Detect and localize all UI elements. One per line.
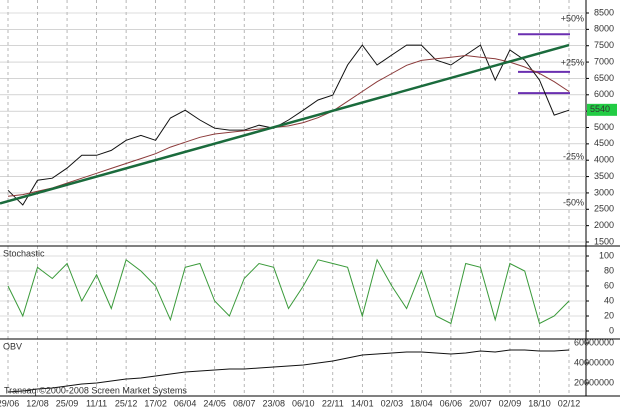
annotation: +50% [561,14,584,24]
x-tick-label: 02/09 [499,398,522,408]
y-tick-label: 7000 [594,56,614,66]
y-tick-label: 6500 [594,73,614,83]
y-tick-label: 7500 [594,40,614,50]
panel-title: OBV [3,341,22,351]
last-price-label: 5540 [590,104,610,114]
y-tick-label: 5000 [594,122,614,132]
y-tick-label: 2500 [594,204,614,214]
x-tick-label: 18/10 [528,398,551,408]
y-tick-label: 8000 [594,24,614,34]
x-tick-label: 18/04 [410,398,433,408]
x-tick-label: 25/12 [115,398,138,408]
series-line [7,54,570,197]
x-tick-label: 20/07 [469,398,492,408]
annotation: +25% [561,57,584,67]
x-tick-label: 29/06 [0,398,19,408]
y-tick-label: 1500 [594,236,614,246]
x-tick-label: 02/03 [381,398,404,408]
x-tick-label: 24/05 [203,398,226,408]
x-tick-label: 08/07 [233,398,256,408]
y-tick-label: 100 [599,250,614,260]
x-tick-label: 25/09 [56,398,79,408]
trend-line [0,43,570,205]
x-tick-label: 02/12 [558,398,581,408]
y-tick-label: 3500 [594,171,614,181]
x-tick-label: 06/06 [440,398,463,408]
x-tick-label: 12/08 [26,398,49,408]
y-tick-label: 40000000 [574,357,614,367]
series-line [7,44,570,206]
x-tick-label: 11/11 [86,398,107,408]
x-tick-label: 22/11 [322,398,344,408]
y-tick-label: 4000 [594,155,614,165]
y-tick-label: 20000000 [574,377,614,387]
series-line [7,258,570,325]
panel-title: Stochastic [3,248,45,258]
annotation: -25% [563,152,584,162]
y-tick-label: 20 [604,310,614,320]
series-line [7,349,570,393]
x-tick-label: 14/01 [351,398,374,408]
y-tick-label: 8500 [594,7,614,17]
y-tick-label: 60000000 [574,337,614,347]
y-tick-label: 2000 [594,220,614,230]
y-tick-label: 3000 [594,187,614,197]
annotation: -50% [563,197,584,207]
y-tick-label: 6000 [594,89,614,99]
x-tick-label: 17/02 [144,398,167,408]
x-tick-label: 23/08 [262,398,285,408]
y-tick-label: 60 [604,280,614,290]
last-price-box [587,103,617,116]
x-tick-label: 06/10 [292,398,315,408]
y-tick-label: 80 [604,265,614,275]
y-tick-label: 40 [604,295,614,305]
y-tick-label: 4500 [594,138,614,148]
y-tick-label: 0 [609,325,614,335]
watermark: Transaq ©2000-2008 Screen Market Systems [4,385,187,395]
x-tick-label: 06/04 [174,398,197,408]
